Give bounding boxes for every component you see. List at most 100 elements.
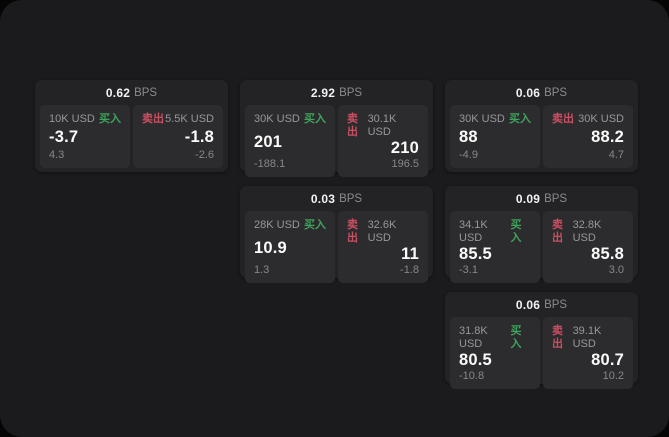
buy-tag: 买入: [510, 219, 522, 244]
card-body: 28K USD 买入 10.9 1.3 卖出 32.6K USD 11 -1.8: [240, 211, 433, 287]
card-header: 0.09 BPS: [445, 186, 638, 211]
sell-tag: 卖出: [552, 219, 563, 244]
sell-price: 11: [401, 245, 419, 263]
sell-delta: 3.0: [608, 264, 624, 276]
buy-price: -3.7: [49, 128, 79, 146]
buy-panel-top: 30K USD 买入: [459, 113, 531, 126]
buy-quote-panel[interactable]: 10K USD 买入 -3.7 4.3: [40, 105, 130, 168]
buy-delta: -188.1: [254, 158, 286, 170]
card-header: 0.62 BPS: [35, 80, 228, 105]
buy-size-label: 30K USD: [254, 113, 300, 125]
buy-panel-top: 34.1K USD 买入: [459, 219, 531, 245]
sell-panel-top: 卖出 30K USD: [552, 113, 624, 126]
bps-unit-label: BPS: [544, 86, 568, 99]
sell-panel-top: 卖出 5.5K USD: [142, 113, 214, 126]
buy-price: 201: [254, 132, 283, 151]
card-body: 31.8K USD 买入 80.5 -10.8 卖出 39.1K USD 80.…: [445, 317, 638, 393]
card-header: 0.03 BPS: [240, 186, 433, 211]
sell-tag: 卖出: [347, 219, 358, 244]
sell-quote-panel[interactable]: 卖出 39.1K USD 80.7 10.2: [543, 317, 633, 389]
sell-price: 88.2: [591, 128, 624, 146]
bps-unit-label: BPS: [544, 298, 568, 311]
buy-size-label: 28K USD: [254, 219, 300, 231]
sell-size-label: 5.5K USD: [165, 113, 214, 125]
sell-price: -1.8: [184, 128, 214, 146]
sell-size-label: 30.1K USD: [367, 113, 397, 138]
bps-spread-value: 0.06: [515, 85, 541, 100]
buy-price: 88: [459, 128, 478, 146]
cards-grid: 0.62 BPS 10K USD 买入 -3.7 4.3 卖出 5.5K USD…: [35, 80, 638, 389]
quote-card: 0.62 BPS 10K USD 买入 -3.7 4.3 卖出 5.5K USD…: [35, 80, 228, 172]
buy-size-label: 10K USD: [49, 113, 95, 125]
buy-delta: 4.3: [49, 149, 65, 161]
bps-unit-label: BPS: [339, 86, 363, 99]
buy-delta: -3.1: [459, 264, 478, 276]
buy-panel-top: 30K USD 买入: [254, 113, 326, 126]
buy-delta: -4.9: [459, 149, 478, 161]
bps-spread-value: 0.03: [310, 191, 336, 206]
sell-delta: 10.2: [602, 370, 624, 382]
buy-tag: 买入: [304, 113, 326, 125]
buy-quote-panel[interactable]: 34.1K USD 买入 85.5 -3.1: [450, 211, 540, 283]
buy-delta: -10.8: [459, 370, 485, 382]
quote-card: 0.06 BPS 30K USD 买入 88 -4.9 卖出 30K USD 8…: [445, 80, 638, 172]
bps-spread-value: 0.06: [515, 297, 541, 312]
buy-quote-panel[interactable]: 31.8K USD 买入 80.5 -10.8: [450, 317, 540, 389]
sell-tag: 卖出: [142, 113, 164, 125]
card-body: 34.1K USD 买入 85.5 -3.1 卖出 32.8K USD 85.8…: [445, 211, 638, 287]
bps-spread-value: 0.09: [515, 191, 541, 206]
sell-price: 85.8: [591, 245, 624, 263]
sell-quote-panel[interactable]: 卖出 30K USD 88.2 4.7: [543, 105, 633, 168]
sell-tag: 卖出: [552, 113, 574, 125]
sell-panel-top: 卖出 32.6K USD: [347, 219, 419, 245]
sell-delta: 4.7: [608, 149, 624, 161]
sell-tag: 卖出: [552, 325, 563, 350]
card-body: 10K USD 买入 -3.7 4.3 卖出 5.5K USD -1.8 -2.…: [35, 105, 228, 172]
quote-card: 0.06 BPS 31.8K USD 买入 80.5 -10.8 卖出 39.1…: [445, 292, 638, 389]
quote-card: 2.92 BPS 30K USD 买入 201 -188.1 卖出 30.1K …: [240, 80, 433, 177]
sell-delta: -1.8: [400, 264, 419, 276]
buy-delta: 1.3: [254, 264, 270, 276]
bps-unit-label: BPS: [544, 192, 568, 205]
buy-panel-top: 10K USD 买入: [49, 113, 121, 126]
sell-quote-panel[interactable]: 卖出 5.5K USD -1.8 -2.6: [133, 105, 223, 168]
sell-panel-top: 卖出 32.8K USD: [552, 219, 624, 245]
buy-panel-top: 31.8K USD 买入: [459, 325, 531, 351]
sell-quote-panel[interactable]: 卖出 32.6K USD 11 -1.8: [338, 211, 428, 283]
card-body: 30K USD 买入 201 -188.1 卖出 30.1K USD 210 1…: [240, 105, 433, 181]
buy-panel-top: 28K USD 买入: [254, 219, 326, 232]
sell-price: 80.7: [591, 351, 624, 369]
quote-card: 0.09 BPS 34.1K USD 买入 85.5 -3.1 卖出 32.8K…: [445, 186, 638, 283]
card-body: 30K USD 买入 88 -4.9 卖出 30K USD 88.2 4.7: [445, 105, 638, 172]
sell-size-label: 39.1K USD: [572, 325, 602, 350]
buy-tag: 买入: [304, 219, 326, 231]
buy-tag: 买入: [510, 325, 522, 350]
sell-delta: 196.5: [391, 158, 419, 170]
buy-price: 10.9: [254, 238, 287, 257]
bps-spread-value: 0.62: [105, 85, 131, 100]
sell-panel-top: 卖出 39.1K USD: [552, 325, 624, 351]
sell-size-label: 32.6K USD: [367, 219, 397, 244]
sell-delta: -2.6: [195, 149, 214, 161]
card-header: 0.06 BPS: [445, 292, 638, 317]
card-header: 2.92 BPS: [240, 80, 433, 105]
buy-size-label: 31.8K USD: [459, 325, 488, 350]
bps-unit-label: BPS: [134, 86, 158, 99]
buy-tag: 买入: [99, 113, 121, 125]
buy-quote-panel[interactable]: 28K USD 买入 10.9 1.3: [245, 211, 335, 283]
sell-price: 210: [390, 139, 419, 157]
bps-spread-value: 2.92: [310, 85, 336, 100]
sell-size-label: 32.8K USD: [572, 219, 602, 244]
buy-quote-panel[interactable]: 30K USD 买入 88 -4.9: [450, 105, 540, 168]
sell-tag: 卖出: [347, 113, 358, 138]
buy-quote-panel[interactable]: 30K USD 买入 201 -188.1: [245, 105, 335, 177]
sell-quote-panel[interactable]: 卖出 30.1K USD 210 196.5: [338, 105, 428, 177]
buy-tag: 买入: [509, 113, 531, 125]
sell-size-label: 30K USD: [578, 113, 624, 125]
buy-price: 85.5: [459, 245, 492, 263]
buy-size-label: 30K USD: [459, 113, 505, 125]
bps-unit-label: BPS: [339, 192, 363, 205]
sell-panel-top: 卖出 30.1K USD: [347, 113, 419, 139]
sell-quote-panel[interactable]: 卖出 32.8K USD 85.8 3.0: [543, 211, 633, 283]
